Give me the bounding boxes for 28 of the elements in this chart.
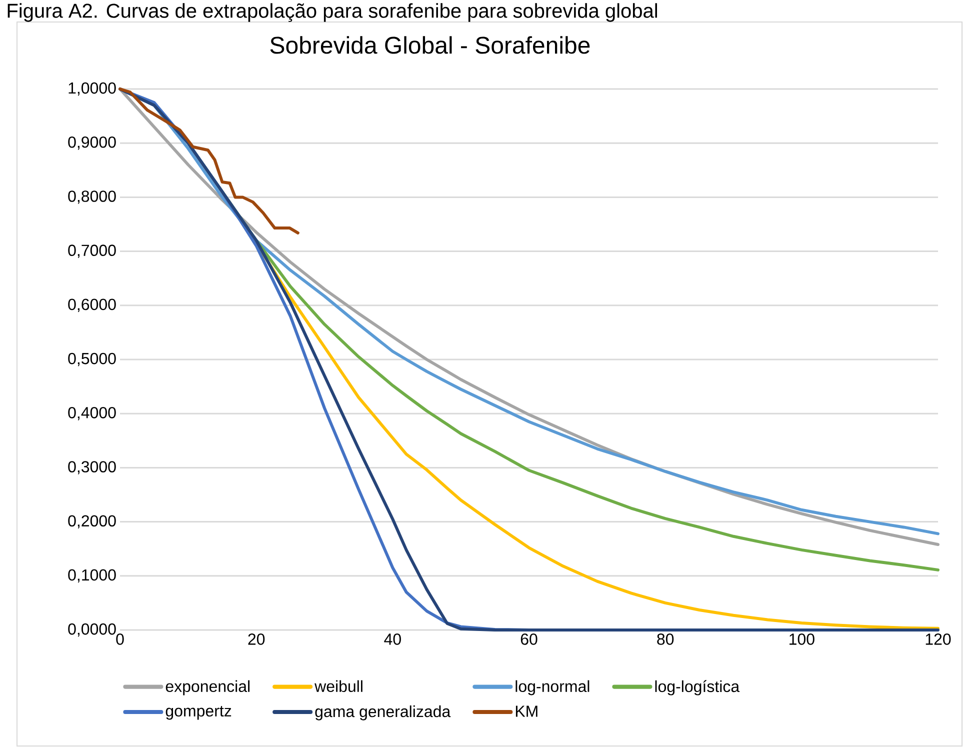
y-tick-label: 0,6000: [68, 298, 116, 312]
legend-label: log-normal: [516, 680, 590, 696]
y-tick-label: 1,0000: [68, 82, 116, 96]
y-tick-label: 0,9000: [68, 136, 116, 150]
x-tick-label: 100: [790, 634, 814, 645]
legend-label: weibull: [314, 680, 362, 692]
legend-label: KM: [516, 706, 538, 717]
y-tick-label: 0,7000: [68, 244, 116, 258]
x-tick-label: 40: [384, 634, 401, 645]
line-series: [118, 87, 300, 234]
chart-title: Sobrevida Global - Sorafenibe: [270, 36, 590, 54]
y-tick-label: 0,1000: [68, 569, 116, 583]
x-tick-label: 0: [116, 634, 124, 645]
y-tick-label: 0,5000: [68, 352, 116, 366]
legend-label: log-logística: [655, 680, 740, 696]
x-tick-label: 120: [926, 634, 951, 645]
x-tick-label: 20: [248, 634, 265, 645]
legend-label: gompertz: [166, 706, 232, 720]
y-tick-label: 0,2000: [68, 515, 116, 528]
x-tick-label: 80: [657, 634, 674, 645]
legend-label: exponencial: [166, 680, 250, 696]
y-tick-label: 0,8000: [68, 190, 116, 204]
x-tick-label: 60: [520, 634, 538, 645]
text: Figura A2. Curvas de extrapolação para sorafenibe para sobrevida global: [8, 3, 657, 22]
y-tick-label: 0,0000: [68, 623, 116, 637]
y-tick-label: 0,4000: [68, 406, 116, 420]
legend-label: gama generalizada: [315, 705, 451, 720]
y-tick-label: 0,3000: [68, 461, 116, 474]
